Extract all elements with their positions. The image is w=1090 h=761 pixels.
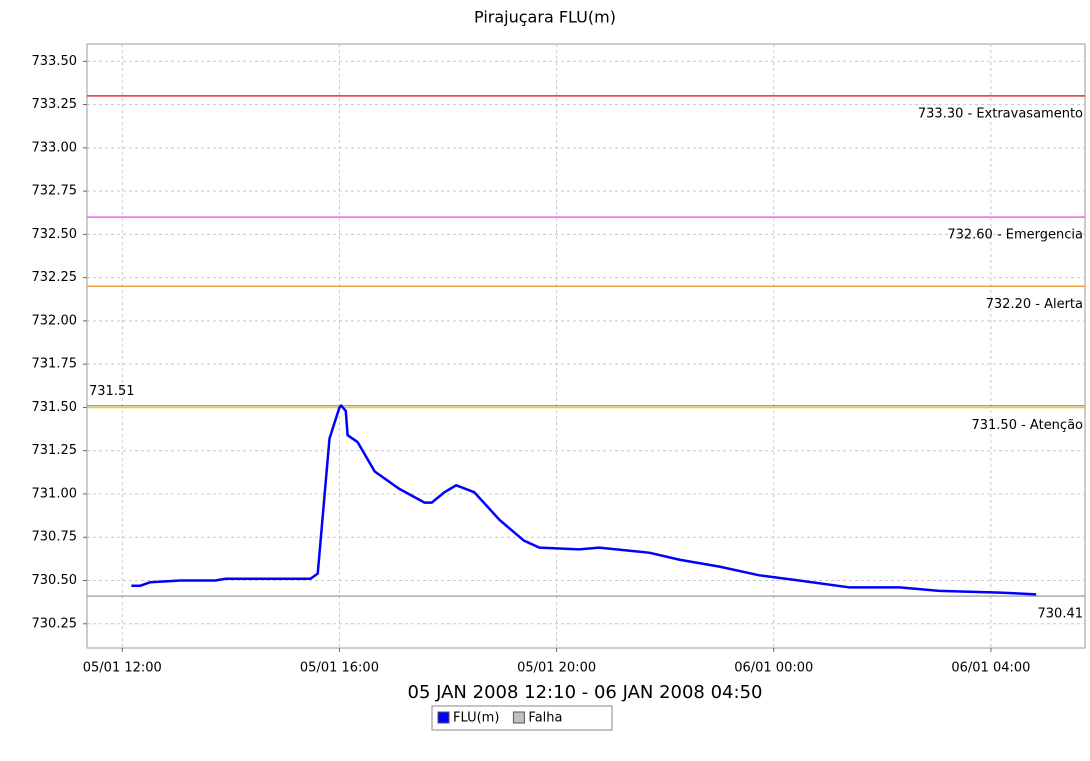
data-line bbox=[131, 403, 1037, 596]
y-tick-label: 730.25 bbox=[32, 616, 78, 631]
y-tick-label: 732.50 bbox=[32, 227, 78, 242]
legend-swatch bbox=[437, 711, 450, 724]
y-tick-label: 732.25 bbox=[32, 270, 78, 285]
marker-label: 731.51 bbox=[89, 384, 135, 399]
marker-label: 730.41 bbox=[1038, 607, 1084, 622]
y-tick-label: 733.25 bbox=[32, 97, 78, 112]
threshold-label: 733.30 - Extravasamento bbox=[918, 106, 1083, 121]
y-tick-label: 731.25 bbox=[32, 443, 78, 458]
y-tick-label: 732.00 bbox=[32, 313, 78, 328]
x-axis-label: 05 JAN 2008 12:10 - 06 JAN 2008 04:50 bbox=[408, 682, 763, 703]
chart-title: Pirajuçara FLU(m) bbox=[474, 8, 616, 27]
threshold-label: 732.20 - Alerta bbox=[986, 297, 1083, 312]
y-tick-label: 731.50 bbox=[32, 400, 78, 415]
x-tick-label: 05/01 12:00 bbox=[83, 661, 162, 676]
y-tick-label: 731.75 bbox=[32, 357, 78, 372]
plot-area bbox=[86, 43, 1086, 649]
legend-swatch bbox=[512, 711, 525, 724]
x-tick-label: 06/01 00:00 bbox=[734, 661, 813, 676]
y-tick-label: 730.50 bbox=[32, 573, 78, 588]
x-tick-label: 06/01 04:00 bbox=[951, 661, 1030, 676]
y-tick-label: 732.75 bbox=[32, 184, 78, 199]
y-tick-label: 733.50 bbox=[32, 54, 78, 69]
x-tick-label: 05/01 16:00 bbox=[300, 661, 379, 676]
y-tick-label: 731.00 bbox=[32, 486, 78, 501]
threshold-label: 732.60 - Emergencia bbox=[947, 228, 1083, 243]
legend-label: Falha bbox=[528, 711, 562, 726]
legend-label: FLU(m) bbox=[453, 711, 499, 726]
y-tick-label: 730.75 bbox=[32, 530, 78, 545]
y-tick-label: 733.00 bbox=[32, 140, 78, 155]
x-tick-label: 05/01 20:00 bbox=[517, 661, 596, 676]
threshold-label: 731.50 - Atenção bbox=[971, 418, 1083, 433]
